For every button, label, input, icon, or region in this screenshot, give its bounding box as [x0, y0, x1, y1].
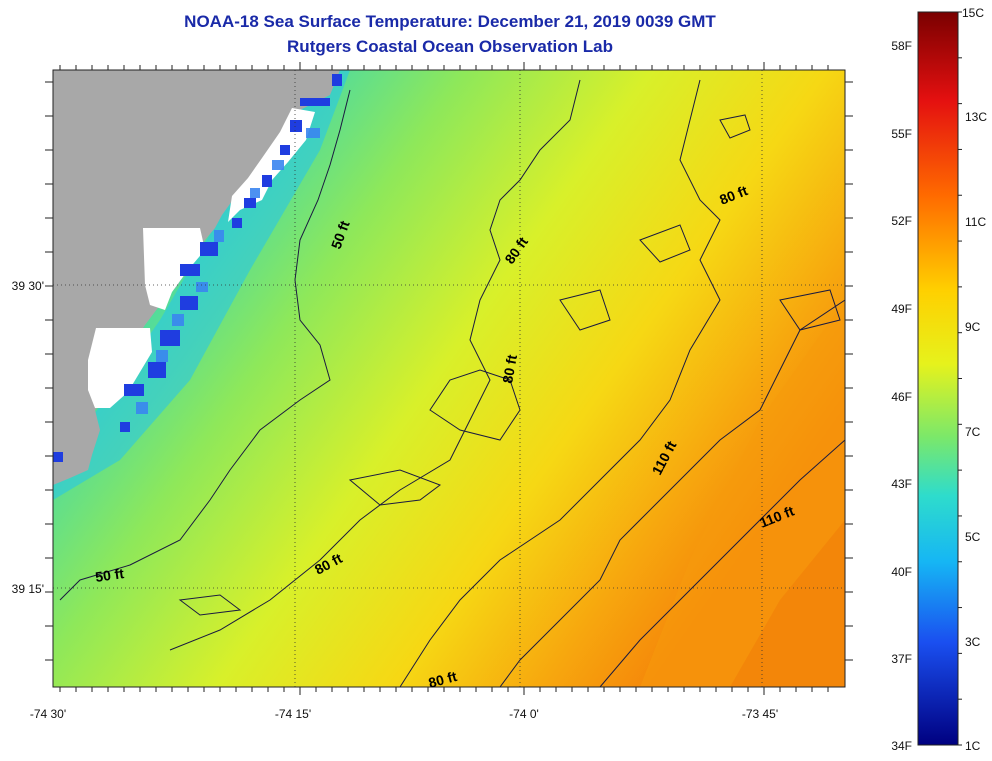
- colorbar: [917, 11, 959, 746]
- land-new-jersey: [53, 70, 340, 485]
- map-frame: [52, 69, 846, 688]
- no-data-bay-2: [143, 228, 205, 310]
- graticule: [53, 70, 845, 687]
- x-tick-label-1: -74 30': [30, 707, 66, 721]
- colorbar-f-label-46: 46F: [891, 390, 912, 404]
- depth-label: 50 ft: [94, 565, 125, 585]
- colorbar-c-label-13: 13C: [965, 110, 987, 124]
- colorbar-f-label-49: 49F: [891, 302, 912, 316]
- depth-label: 80 ft: [427, 668, 459, 691]
- colorbar-f-label-37: 37F: [891, 652, 912, 666]
- cold-coastal-pixels: [53, 74, 342, 462]
- colorbar-c-label-9: 9C: [965, 320, 981, 334]
- x-tick-label-3: -74 0': [509, 707, 539, 721]
- warmest-water-patch: [730, 520, 845, 687]
- depth-label: 80 ft: [499, 353, 520, 384]
- colorbar-f-label-55: 55F: [891, 127, 912, 141]
- colorbar-f-label-52: 52F: [891, 214, 912, 228]
- bathymetry-contours: [59, 79, 845, 687]
- colorbar-f-label-58: 58F: [891, 39, 912, 53]
- colorbar-c-label-15: 15C: [962, 6, 984, 20]
- y-tick-label-1: 39 30': [12, 279, 44, 293]
- map-title: NOAA-18 Sea Surface Temperature: Decembe…: [184, 12, 716, 31]
- cool-coastal-pixels: [136, 128, 320, 414]
- colorbar-f-label-40: 40F: [891, 565, 912, 579]
- x-axis-ticks: [59, 62, 829, 695]
- colorbar-c-label-7: 7C: [965, 425, 981, 439]
- colorbar-c-label-11: 11C: [965, 215, 986, 229]
- colorbar-f-label-34: 34F: [891, 739, 912, 753]
- map-subtitle: Rutgers Coastal Ocean Observation Lab: [287, 37, 613, 56]
- colorbar-c-label-3: 3C: [965, 635, 981, 649]
- y-tick-label-2: 39 15': [12, 582, 44, 596]
- no-data-bay-1: [228, 108, 315, 222]
- x-tick-label-4: -73 45': [742, 707, 778, 721]
- colorbar-ticks: [958, 11, 962, 746]
- x-tick-label-2: -74 15': [275, 707, 311, 721]
- colorbar-f-label-43: 43F: [891, 477, 912, 491]
- no-data-bay-3: [88, 328, 152, 408]
- colorbar-c-label-1: 1C: [965, 739, 981, 753]
- colorbar-c-label-5: 5C: [965, 530, 981, 544]
- y-axis-ticks: [45, 81, 853, 661]
